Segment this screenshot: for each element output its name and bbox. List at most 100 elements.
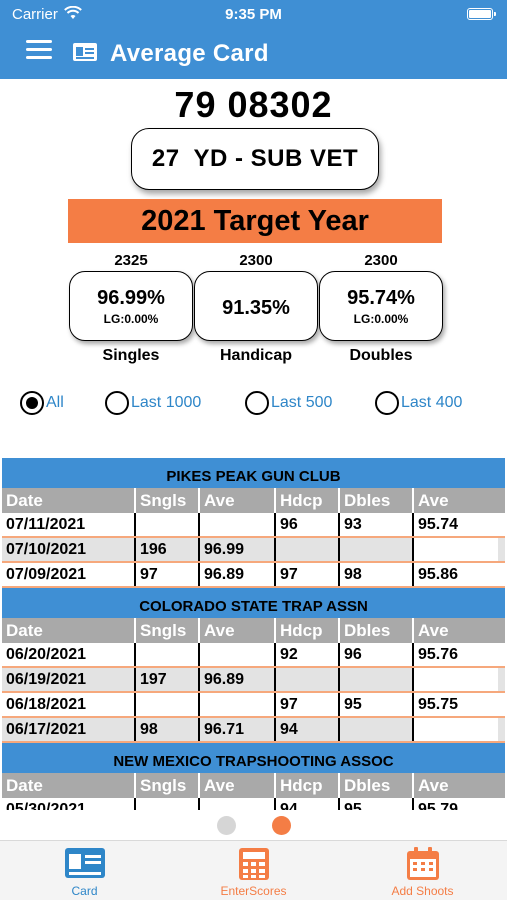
col-doubles: Dbles <box>340 488 414 513</box>
doubles-count: 2300 <box>364 252 398 269</box>
club-header: PIKES PEAK GUN CLUB <box>2 458 505 488</box>
column-header-row: Date Sngls Ave Hdcp Dbles Ave <box>2 618 505 643</box>
doubles-percent: 95.74% <box>347 287 415 309</box>
cell-handicap: 92 <box>276 643 340 666</box>
cell-doubles-ave: 95.76 <box>414 643 498 666</box>
cell-doubles-ave: 95.79 <box>414 798 498 810</box>
doubles-average-box: 95.74% LG:0.00% <box>319 271 443 341</box>
cell-date: 06/17/2021 <box>2 718 136 741</box>
col-doubles-ave: Ave <box>418 621 449 640</box>
page-indicator[interactable] <box>0 816 507 836</box>
cell-singles-ave <box>200 693 276 716</box>
col-singles: Sngls <box>136 488 200 513</box>
club-section: NEW MEXICO TRAPSHOOTING ASSOC Date Sngls… <box>2 743 505 810</box>
handicap-count: 2300 <box>239 252 273 269</box>
table-row[interactable]: 06/17/2021 98 96.71 94 <box>2 718 505 743</box>
club-section: PIKES PEAK GUN CLUB Date Sngls Ave Hdcp … <box>2 458 505 588</box>
cell-handicap: 96 <box>276 513 340 536</box>
cell-doubles-ave <box>414 538 498 561</box>
tab-add-shoots[interactable]: Add Shoots <box>338 841 507 900</box>
radio-selected-icon[interactable] <box>20 391 44 415</box>
yardage-class-box: 27 YD - SUB VET <box>131 128 379 190</box>
tab-bar: Card EnterScores Add Shoots <box>0 840 507 900</box>
table-row[interactable]: 06/19/2021 197 96.89 <box>2 668 505 693</box>
hamburger-menu-icon[interactable] <box>26 40 52 60</box>
tab-enter-scores-label: EnterScores <box>220 884 287 898</box>
cell-singles <box>136 643 200 666</box>
page-dot-1[interactable] <box>216 816 236 835</box>
cell-singles: 98 <box>136 718 200 741</box>
table-row[interactable]: 05/30/2021 94 95 95.79 <box>2 798 505 810</box>
target-year-banner: 2021 Target Year <box>68 199 442 243</box>
cell-singles: 197 <box>136 668 200 691</box>
cell-handicap: 97 <box>276 693 340 716</box>
filter-last-1000-label: Last 1000 <box>131 394 202 411</box>
doubles-lg: LG:0.00% <box>353 312 409 326</box>
filter-all-radio[interactable]: All <box>20 391 64 415</box>
table-row[interactable]: 07/09/2021 97 96.89 97 98 95.86 <box>2 563 505 588</box>
cell-singles <box>136 693 200 716</box>
singles-percent: 96.99% <box>97 287 165 309</box>
filter-last-500-label: Last 500 <box>271 394 333 411</box>
singles-average-box: 96.99% LG:0.00% <box>69 271 193 341</box>
radio-unselected-icon[interactable] <box>245 391 269 415</box>
cell-singles <box>136 513 200 536</box>
col-singles-ave: Ave <box>200 773 276 798</box>
scores-table[interactable]: PIKES PEAK GUN CLUB Date Sngls Ave Hdcp … <box>2 458 505 810</box>
cell-singles-ave <box>200 798 276 810</box>
cell-doubles <box>340 668 414 691</box>
cell-date: 06/18/2021 <box>2 693 136 716</box>
cell-doubles-ave: 95.75 <box>414 693 498 716</box>
table-row[interactable]: 07/10/2021 196 96.99 <box>2 538 505 563</box>
tab-enter-scores[interactable]: EnterScores <box>169 841 338 900</box>
calendar-icon <box>406 847 440 886</box>
page-dot-2[interactable] <box>271 816 291 835</box>
cell-doubles-ave: 95.74 <box>414 513 498 536</box>
target-year-label: 2021 Target Year <box>141 204 369 237</box>
singles-label: Singles <box>102 347 160 364</box>
yardage-class-label: 27 YD - SUB VET <box>151 145 359 172</box>
cell-singles-ave: 96.99 <box>200 538 276 561</box>
cell-doubles-ave <box>414 668 498 691</box>
handicap-label: Handicap <box>219 347 292 364</box>
page-title: Average Card <box>110 40 269 67</box>
carrier-label: Carrier <box>12 6 58 23</box>
cell-doubles <box>340 718 414 741</box>
table-row[interactable]: 06/18/2021 97 95 95.75 <box>2 693 505 718</box>
radio-unselected-icon[interactable] <box>105 391 129 415</box>
singles-lg: LG:0.00% <box>103 312 159 326</box>
cell-singles: 196 <box>136 538 200 561</box>
col-date: Date <box>2 773 136 798</box>
tab-card[interactable]: Card <box>0 841 169 900</box>
radio-unselected-icon[interactable] <box>375 391 399 415</box>
id-card-icon <box>64 847 106 884</box>
id-card-icon <box>73 43 97 66</box>
club-name: COLORADO STATE TRAP ASSN <box>139 598 368 615</box>
table-row[interactable]: 07/11/2021 96 93 95.74 <box>2 513 505 538</box>
cell-doubles: 93 <box>340 513 414 536</box>
wifi-icon <box>64 5 82 25</box>
cell-singles-ave <box>200 513 276 536</box>
column-header-row: Date Sngls Ave Hdcp Dbles Ave <box>2 488 505 513</box>
club-name: PIKES PEAK GUN CLUB <box>166 468 341 485</box>
col-date: Date <box>2 618 136 643</box>
cell-handicap: 97 <box>276 563 340 586</box>
cell-doubles-ave <box>414 718 498 741</box>
cell-singles: 97 <box>136 563 200 586</box>
calculator-icon <box>238 847 270 886</box>
filter-last-500-radio[interactable]: Last 500 <box>245 391 332 415</box>
table-row[interactable]: 06/20/2021 92 96 95.76 <box>2 643 505 668</box>
cell-date: 06/19/2021 <box>2 668 136 691</box>
col-handicap: Hdcp <box>276 488 340 513</box>
tab-card-label: Card <box>71 884 98 898</box>
cell-handicap <box>276 538 340 561</box>
filter-last-400-radio[interactable]: Last 400 <box>375 391 462 415</box>
col-doubles-ave: Ave <box>418 491 449 510</box>
status-bar: Carrier 9:35 PM <box>0 0 507 30</box>
col-doubles: Dbles <box>340 773 414 798</box>
handicap-average-box: 91.35% <box>194 271 318 341</box>
cell-singles <box>136 798 200 810</box>
tab-add-shoots-label: Add Shoots <box>391 884 454 898</box>
filter-last-1000-radio[interactable]: Last 1000 <box>105 391 201 415</box>
club-section: COLORADO STATE TRAP ASSN Date Sngls Ave … <box>2 588 505 743</box>
